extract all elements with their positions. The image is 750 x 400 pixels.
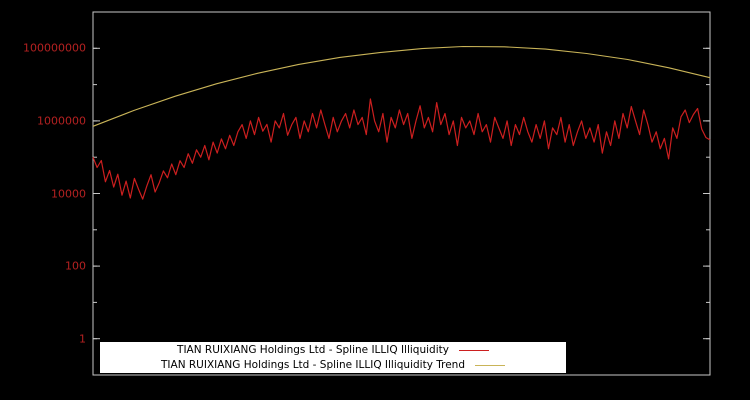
y-tick-label: 1000000	[37, 114, 86, 128]
legend-label-illiquidity: TIAN RUIXIANG Holdings Ltd - Spline ILLI…	[177, 344, 449, 356]
legend-label-trend: TIAN RUIXIANG Holdings Ltd - Spline ILLI…	[161, 359, 465, 371]
illiquidity-line	[92, 98, 711, 200]
y-tick-label: 100000000	[23, 41, 86, 55]
y-tick-label: 1	[79, 332, 86, 346]
y-tick-label: 10000	[51, 187, 86, 200]
legend: TIAN RUIXIANG Holdings Ltd - Spline ILLI…	[100, 342, 566, 373]
legend-entry: TIAN RUIXIANG Holdings Ltd - Spline ILLI…	[100, 343, 566, 358]
y-tick-label: 100	[65, 259, 86, 273]
trend-line	[92, 45, 711, 127]
plot-frame	[92, 11, 711, 376]
legend-entry: TIAN RUIXIANG Holdings Ltd - Spline ILLI…	[100, 358, 566, 373]
series-line-sample-trend	[475, 364, 505, 366]
series-line-sample-illiquidity	[458, 349, 489, 351]
